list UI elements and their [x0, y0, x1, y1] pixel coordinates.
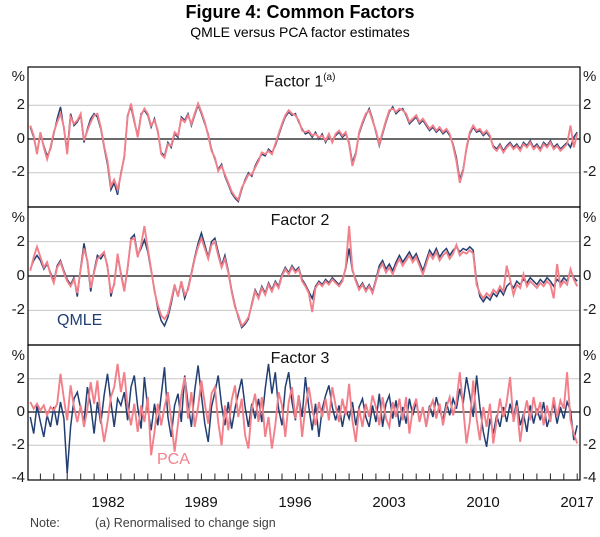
figure-subtitle: QMLE versus PCA factor estimates: [190, 24, 410, 40]
panel1-right-tick-2: 2: [583, 96, 592, 113]
panel3-left-tick-m2: -2: [11, 436, 25, 453]
panel1-left-tick-2: 2: [16, 96, 25, 113]
legend-qmle: QMLE: [57, 312, 103, 329]
panel3-left-tick-2: 2: [16, 370, 25, 387]
legend-pca: PCA: [157, 451, 190, 468]
panel-border: [27, 344, 581, 481]
panel1-title-superscript: (a): [323, 72, 336, 83]
panel3-left-unit-label: %: [11, 347, 25, 364]
panel2-right-tick-2: 2: [583, 233, 592, 250]
panel3-right-unit-label: %: [583, 347, 597, 364]
panel2-left-unit-label: %: [11, 209, 25, 226]
panel2-right-tick-m2: -2: [583, 301, 597, 318]
factor-3-qmle-line: [29, 363, 578, 474]
x-axis-label-2003: 2003: [372, 494, 406, 511]
panel1-left-unit-label: %: [11, 68, 25, 85]
factor-1-qmle-line: [29, 102, 578, 203]
panel3-right-tick-2: 2: [583, 370, 592, 387]
panel2-right-tick-0: 0: [583, 267, 592, 284]
factor-2-qmle-line: [29, 230, 578, 329]
x-axis-label-2017: 2017: [560, 494, 594, 511]
factor-3-pca-line: [29, 363, 579, 456]
panel3-left-tick-0: 0: [16, 403, 25, 420]
panel2-left-tick-0: 0: [16, 267, 25, 284]
panel3-right-tick-0: 0: [583, 403, 592, 420]
panel2-left-tick-m2: -2: [11, 301, 25, 318]
x-axis-label-1989: 1989: [184, 494, 218, 511]
factor-1-pca-line: [29, 100, 579, 202]
panel3-left-tick-m4: -4: [11, 469, 25, 486]
note-text: (a) Renormalised to change sign: [95, 516, 276, 530]
panel1-right-tick-0: 0: [583, 130, 592, 147]
x-axis-label-1996: 1996: [278, 494, 312, 511]
figure-title: Figure 4: Common Factors: [185, 2, 415, 22]
panel1-left-tick-m2: -2: [11, 163, 25, 180]
note-label: Note:: [30, 516, 60, 530]
panel3-right-tick-m2: -2: [583, 436, 597, 453]
panel2-title-text: Factor 2: [270, 212, 330, 229]
x-axis-label-2010: 2010: [466, 494, 500, 511]
panel1-title-text: Factor 1: [264, 73, 324, 91]
panel2-left-tick-2: 2: [16, 233, 25, 250]
panel1-title: Factor 1(a): [0, 72, 600, 91]
factor-2-pca-line: [29, 225, 579, 328]
panel1-right-tick-m2: -2: [583, 163, 597, 180]
x-axis-label-1982: 1982: [91, 494, 125, 511]
panel3-right-tick-m4: -4: [583, 469, 597, 486]
panel3-title-text: Factor 3: [270, 350, 330, 367]
panel2-title: Factor 2: [0, 212, 600, 230]
panel2-right-unit-label: %: [583, 209, 597, 226]
panel3-title: Factor 3: [0, 350, 600, 368]
panel1-right-unit-label: %: [583, 68, 597, 85]
panel1-left-tick-0: 0: [16, 130, 25, 147]
